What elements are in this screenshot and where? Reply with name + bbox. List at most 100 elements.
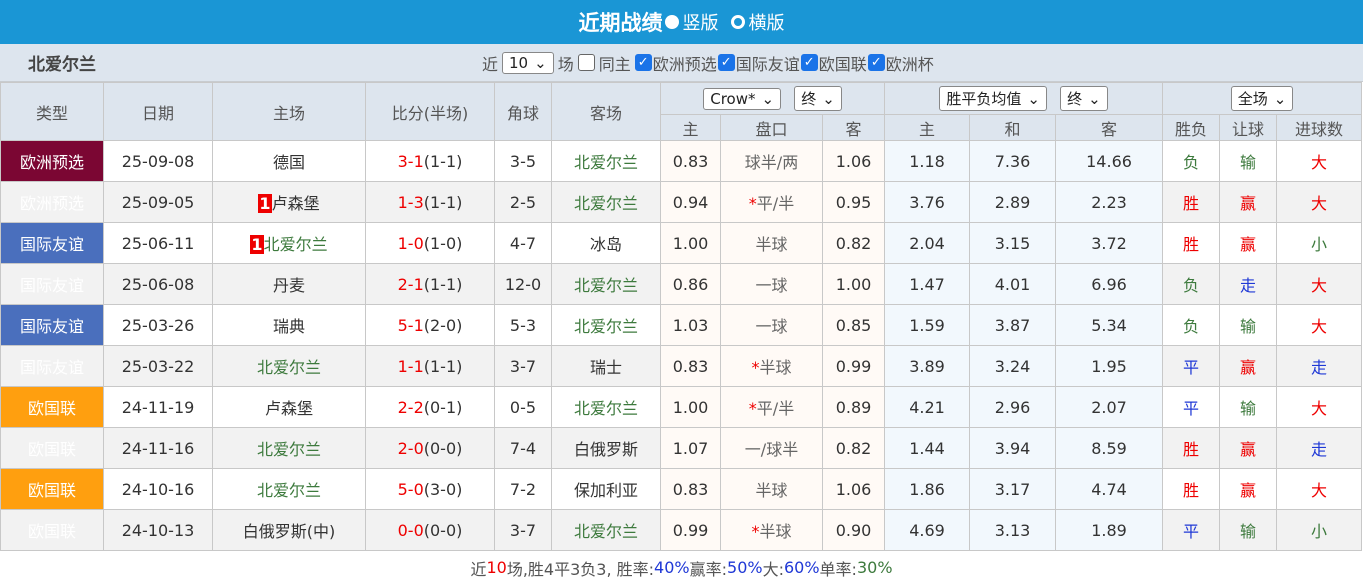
- home-team[interactable]: 卢森堡: [212, 386, 366, 428]
- score[interactable]: 1-1(1-1): [365, 345, 495, 387]
- score[interactable]: 2-1(1-1): [365, 263, 495, 305]
- away-team[interactable]: 北爱尔兰: [551, 140, 661, 182]
- competition-type[interactable]: 欧国联: [0, 509, 104, 551]
- eu-away-odds: 3.72: [1055, 222, 1164, 264]
- ah-away-odds: 0.99: [821, 345, 886, 387]
- same-home-checkbox[interactable]: [577, 54, 595, 71]
- eu-draw-odds: 2.89: [969, 181, 1057, 223]
- col-eu-home: 主: [884, 114, 971, 141]
- table-row[interactable]: 欧国联 24-11-16 北爱尔兰 2-0(0-0) 7-4 白俄罗斯 1.07…: [0, 427, 1363, 469]
- competition-type[interactable]: 欧国联: [0, 427, 104, 469]
- home-team-name[interactable]: 北爱尔兰: [256, 440, 321, 459]
- goals-result: 小: [1276, 222, 1363, 264]
- competition-type[interactable]: 国际友谊: [0, 263, 104, 305]
- view-horizontal-label[interactable]: 横版: [748, 13, 785, 34]
- table-row[interactable]: 欧洲预选 25-09-05 1卢森堡 1-3(1-1) 2-5 北爱尔兰 0.9…: [0, 181, 1363, 223]
- competition-type[interactable]: 国际友谊: [0, 304, 104, 346]
- home-team[interactable]: 瑞典: [212, 304, 366, 346]
- home-team-name[interactable]: 北爱尔兰: [256, 358, 321, 377]
- ah-stage-select[interactable]: 终 ⌄: [794, 86, 842, 111]
- eu-stage-value: 终: [1067, 90, 1083, 108]
- view-vertical-label[interactable]: 竖版: [682, 13, 719, 34]
- away-team[interactable]: 北爱尔兰: [551, 509, 661, 551]
- competition-type[interactable]: 欧国联: [0, 468, 104, 510]
- col-handicap: 让球: [1219, 114, 1278, 141]
- eu-company-select[interactable]: 胜平负均值 ⌄: [939, 86, 1047, 111]
- away-team[interactable]: 白俄罗斯: [551, 427, 661, 469]
- score[interactable]: 5-1(2-0): [365, 304, 495, 346]
- period-select[interactable]: 全场 ⌄: [1230, 86, 1294, 111]
- table-row[interactable]: 欧洲预选 25-09-08 德国 3-1(1-1) 3-5 北爱尔兰 0.83 …: [0, 140, 1363, 182]
- match-date: 24-11-16: [103, 427, 213, 469]
- home-team-name[interactable]: 北爱尔兰: [263, 235, 328, 254]
- competition-type[interactable]: 国际友谊: [0, 345, 104, 387]
- score[interactable]: 2-0(0-0): [365, 427, 495, 469]
- away-team[interactable]: 北爱尔兰: [551, 181, 661, 223]
- ah-home-odds: 1.00: [660, 386, 721, 428]
- score[interactable]: 3-1(1-1): [365, 140, 495, 182]
- competition-label: 欧洲杯: [885, 54, 934, 74]
- home-team[interactable]: 白俄罗斯(中): [212, 509, 366, 551]
- table-row[interactable]: 国际友谊 25-06-11 1北爱尔兰 1-0(1-0) 4-7 冰岛 1.00…: [0, 222, 1363, 264]
- home-team[interactable]: 北爱尔兰: [212, 427, 366, 469]
- away-team[interactable]: 北爱尔兰: [551, 386, 661, 428]
- score[interactable]: 1-3(1-1): [365, 181, 495, 223]
- summary: 近 10 场,胜4平3负3, 胜率: 40% 赢率: 50% 大: 60% 单率: 30%: [0, 551, 1363, 584]
- ah-company-select[interactable]: Crow* ⌄: [703, 88, 782, 110]
- page-title: 近期战绩: [578, 11, 663, 35]
- score[interactable]: 5-0(3-0): [365, 468, 495, 510]
- ah-line: 一球: [720, 263, 823, 305]
- competition-type[interactable]: 国际友谊: [0, 222, 104, 264]
- score[interactable]: 1-0(1-0): [365, 222, 495, 264]
- table-row[interactable]: 欧国联 24-10-13 白俄罗斯(中) 0-0(0-0) 3-7 北爱尔兰 0…: [0, 509, 1363, 551]
- home-team-name[interactable]: 瑞典: [272, 317, 305, 336]
- star-marker: *: [748, 399, 757, 418]
- competition-checkbox[interactable]: ✓: [634, 54, 652, 71]
- count-select[interactable]: 10 ⌄: [502, 51, 554, 74]
- competition-type[interactable]: 欧国联: [0, 386, 104, 428]
- eu-draw-odds: 3.13: [969, 509, 1057, 551]
- home-team-name[interactable]: 德国: [272, 153, 305, 172]
- corner-score: 5-3: [494, 304, 552, 346]
- away-team[interactable]: 保加利亚: [551, 468, 661, 510]
- ah-away-odds: 0.95: [821, 181, 886, 223]
- eu-away-odds: 2.23: [1055, 181, 1164, 223]
- competition-type[interactable]: 欧洲预选: [0, 140, 104, 182]
- table-row[interactable]: 国际友谊 25-03-22 北爱尔兰 1-1(1-1) 3-7 瑞士 0.83 …: [0, 345, 1363, 387]
- ah-away-odds: 0.90: [821, 509, 886, 551]
- away-team[interactable]: 瑞士: [551, 345, 661, 387]
- table-row[interactable]: 欧国联 24-10-16 北爱尔兰 5-0(3-0) 7-2 保加利亚 0.83…: [0, 468, 1363, 510]
- home-team[interactable]: 北爱尔兰: [212, 468, 366, 510]
- radio-horizontal-icon[interactable]: [730, 15, 745, 29]
- home-team[interactable]: 1卢森堡: [212, 181, 366, 223]
- home-team[interactable]: 北爱尔兰: [212, 345, 366, 387]
- home-team-name[interactable]: 北爱尔兰: [256, 481, 321, 500]
- home-team[interactable]: 德国: [212, 140, 366, 182]
- away-team[interactable]: 北爱尔兰: [551, 263, 661, 305]
- col-home: 主场: [212, 82, 366, 141]
- score[interactable]: 0-0(0-0): [365, 509, 495, 551]
- competition-checkbox[interactable]: ✓: [800, 54, 818, 71]
- away-team[interactable]: 冰岛: [551, 222, 661, 264]
- table-row[interactable]: 欧国联 24-11-19 卢森堡 2-2(0-1) 0-5 北爱尔兰 1.00 …: [0, 386, 1363, 428]
- table-row[interactable]: 国际友谊 25-06-08 丹麦 2-1(1-1) 12-0 北爱尔兰 0.86…: [0, 263, 1363, 305]
- eu-stage-select[interactable]: 终 ⌄: [1060, 86, 1108, 111]
- competition-checkbox[interactable]: ✓: [717, 54, 735, 71]
- table-row[interactable]: 国际友谊 25-03-26 瑞典 5-1(2-0) 5-3 北爱尔兰 1.03 …: [0, 304, 1363, 346]
- home-team-name[interactable]: 白俄罗斯(中): [242, 522, 336, 541]
- competition-checkbox[interactable]: ✓: [867, 54, 885, 71]
- ah-home-odds: 0.83: [660, 345, 721, 387]
- handicap-result: 输: [1219, 140, 1278, 182]
- home-team[interactable]: 丹麦: [212, 263, 366, 305]
- match-date: 25-03-22: [103, 345, 213, 387]
- ah-line-value: 半球: [759, 358, 792, 377]
- away-team[interactable]: 北爱尔兰: [551, 304, 661, 346]
- radio-vertical-icon[interactable]: [664, 15, 679, 29]
- score[interactable]: 2-2(0-1): [365, 386, 495, 428]
- cover-rate: 50%: [727, 558, 763, 577]
- home-team-name[interactable]: 丹麦: [272, 276, 305, 295]
- home-team-name[interactable]: 卢森堡: [271, 194, 320, 213]
- home-team-name[interactable]: 卢森堡: [264, 399, 313, 418]
- competition-type[interactable]: 欧洲预选: [0, 181, 104, 223]
- home-team[interactable]: 1北爱尔兰: [212, 222, 366, 264]
